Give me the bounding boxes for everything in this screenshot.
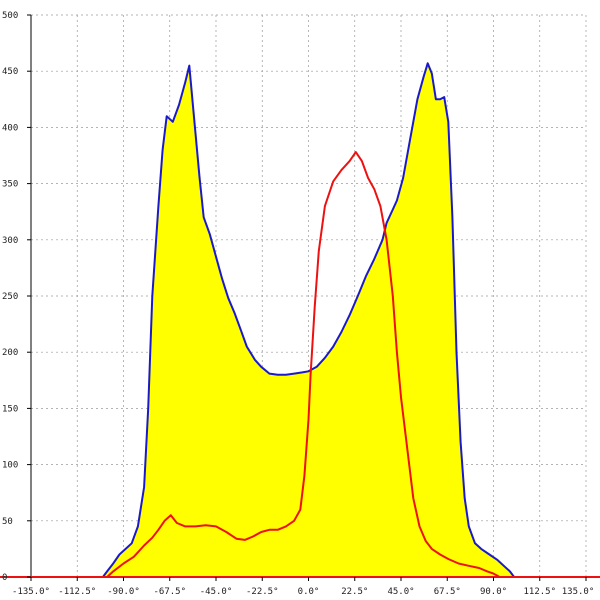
x-tick-label: -135.0° (12, 587, 50, 597)
x-tick-label: -67.5° (153, 587, 186, 597)
y-tick-label: 350 (2, 180, 18, 190)
line-layer (31, 62, 586, 578)
y-tick-label: 400 (2, 123, 18, 133)
area-layer (31, 63, 586, 578)
y-tick-label: 100 (2, 461, 18, 471)
y-tick-label: 250 (2, 292, 18, 302)
series-1-line (31, 62, 586, 578)
x-tick-label: -22.5° (246, 587, 279, 597)
x-tick-label: 135.0° (562, 587, 595, 597)
y-tick-label: 450 (2, 67, 18, 77)
x-tick-label: 22.5° (341, 587, 368, 597)
y-tick-label: 300 (2, 236, 18, 246)
y-tick-label: 0 (2, 573, 7, 583)
x-tick-label: -45.0° (200, 587, 233, 597)
label-layer: 0 50 100 150 200 250 300 350 400 450 500 -135.0° -11… (2, 11, 594, 597)
series-2-line (31, 151, 586, 578)
x-tick-label: 112.5° (523, 587, 556, 597)
y-tick-label: 200 (2, 348, 18, 358)
x-tick-label: -112.5° (58, 587, 96, 597)
x-tick-label: 45.0° (387, 587, 414, 597)
y-tick-label: 50 (2, 517, 13, 527)
x-tick-label: -90.0° (107, 587, 140, 597)
x-tick-label: 90.0° (480, 587, 507, 597)
series-1-area (31, 63, 586, 578)
y-tick-label: 150 (2, 404, 18, 414)
y-tick-label: 500 (2, 11, 18, 21)
x-tick-label: 67.5° (434, 587, 461, 597)
x-tick-label: 0.0° (298, 587, 320, 597)
axis-layer (0, 14, 600, 581)
